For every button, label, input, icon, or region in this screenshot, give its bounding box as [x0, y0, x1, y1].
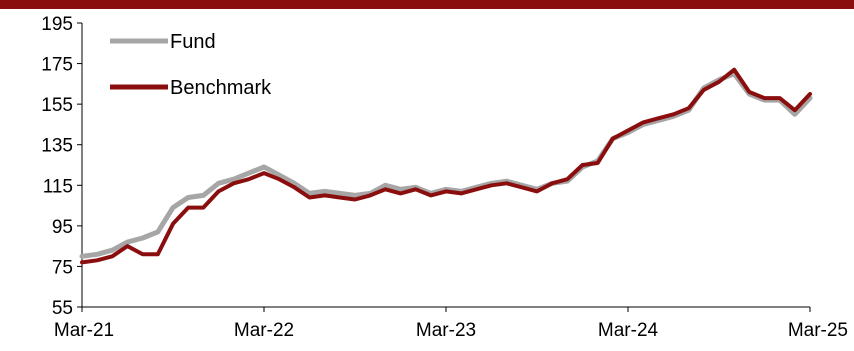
legend: Fund Benchmark	[110, 31, 272, 99]
y-tick-label: 175	[41, 55, 73, 76]
x-tick-label: Mar-22	[234, 320, 294, 341]
y-axis-ticks: 195 175 155 135 115 95 75 55	[41, 14, 82, 319]
x-tick-label: Mar-24	[598, 320, 659, 341]
top-accent-bar	[0, 0, 854, 9]
y-tick-label: 195	[41, 14, 73, 35]
axes	[81, 23, 810, 308]
x-tick-label: Mar-25	[788, 320, 848, 341]
y-tick-label: 155	[41, 95, 73, 116]
y-tick-label: 75	[52, 257, 73, 278]
y-tick-label: 135	[41, 136, 73, 157]
series-line-fund	[79, 71, 813, 259]
series-layer	[79, 67, 813, 265]
x-tick-label: Mar-21	[54, 320, 114, 341]
x-axis-ticks: Mar-21 Mar-22 Mar-23 Mar-24 Mar-25	[54, 307, 848, 341]
legend-label-benchmark: Benchmark	[170, 77, 272, 99]
series-line-benchmark	[80, 67, 812, 265]
x-tick-label: Mar-23	[416, 320, 476, 341]
legend-label-fund: Fund	[170, 31, 216, 53]
y-tick-label: 55	[52, 298, 73, 319]
y-tick-label: 115	[43, 176, 73, 197]
y-tick-label: 95	[52, 217, 73, 238]
